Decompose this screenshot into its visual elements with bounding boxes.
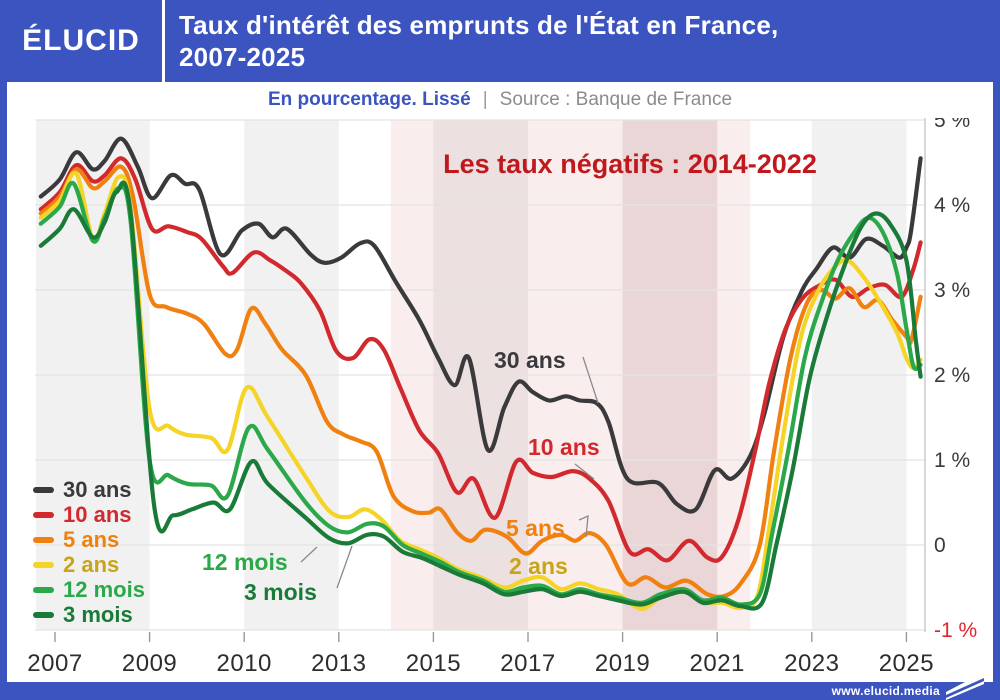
- legend: 30 ans 10 ans 5 ans 2 ans 12 mois 3 mois: [33, 477, 145, 627]
- label-leader-line: [582, 356, 599, 404]
- x-axis-label: 2010: [217, 650, 272, 677]
- legend-swatch: [33, 586, 54, 593]
- series-label-5-ans: 5 ans: [506, 515, 565, 541]
- negative-rates-annotation: Les taux négatifs : 2014-2022: [400, 149, 860, 180]
- series-line-10-ans: [38, 156, 923, 563]
- legend-item-3-mois: 3 mois: [33, 602, 145, 627]
- series-label-10-ans: 10 ans: [528, 434, 600, 460]
- series-label-12-mois: 12 mois: [202, 549, 288, 575]
- header-bar: ÉLUCID Taux d'intérêt des emprunts de l'…: [0, 0, 1000, 82]
- legend-swatch: [33, 536, 54, 543]
- annotation-prefix: Les taux négatifs :: [443, 149, 688, 179]
- legend-swatch: [33, 511, 54, 518]
- y-axis-label: 0: [934, 534, 946, 557]
- x-axis-label: 2009: [122, 650, 177, 677]
- legend-item-12-mois: 12 mois: [33, 577, 145, 602]
- elucid-flag-icon: [946, 672, 984, 700]
- series-label-3-mois: 3 mois: [244, 579, 317, 605]
- source-note: Source : Banque de France: [499, 89, 733, 110]
- label-leader-line: [300, 546, 318, 563]
- elucid-logo: ÉLUCID: [0, 0, 162, 82]
- label-leader-line: [578, 514, 589, 538]
- unit-note: En pourcentage. Lissé: [267, 89, 471, 110]
- series-line-12-mois: [38, 180, 923, 607]
- footer-bar: [0, 682, 1000, 700]
- legend-swatch: [33, 611, 54, 618]
- x-axis-label: 2017: [500, 650, 555, 677]
- y-axis-label: 4 %: [934, 194, 970, 217]
- legend-item-5-ans: 5 ans: [33, 527, 145, 552]
- page-title-line2: 2007-2025: [179, 42, 306, 72]
- elucid-logo-text: ÉLUCID: [22, 24, 140, 57]
- series-line-30-ans: [38, 136, 923, 514]
- legend-label: 12 mois: [63, 576, 145, 602]
- y-axis-label: 2 %: [934, 364, 970, 387]
- annotation-years: 2014-2022: [687, 149, 817, 179]
- legend-label: 2 ans: [63, 551, 120, 577]
- legend-label: 3 mois: [63, 601, 133, 627]
- y-axis-label: 1 %: [934, 449, 970, 472]
- legend-swatch: [33, 561, 54, 568]
- x-axis-label: 2021: [690, 650, 745, 677]
- series-line-5-ans: [38, 164, 923, 600]
- series-label-30-ans: 30 ans: [494, 347, 566, 373]
- subtitle-bar: En pourcentage. Lissé | Source : Banque …: [7, 82, 993, 118]
- label-leader-line: [574, 463, 595, 480]
- legend-item-10-ans: 10 ans: [33, 502, 145, 527]
- legend-item-30-ans: 30 ans: [33, 477, 145, 502]
- frame-border-right: [993, 82, 1000, 682]
- label-leader-line: [336, 545, 353, 589]
- legend-label: 10 ans: [63, 501, 132, 527]
- legend-item-2-ans: 2 ans: [33, 552, 145, 577]
- series-label-2-ans: 2 ans: [509, 553, 568, 579]
- x-axis-label: 2019: [595, 650, 650, 677]
- legend-label: 30 ans: [63, 476, 132, 502]
- footer-url: www.elucid.media: [831, 684, 940, 698]
- x-axis-label: 2023: [784, 650, 839, 677]
- x-axis-label: 2007: [27, 650, 82, 677]
- x-axis-label: 2025: [879, 650, 934, 677]
- series-line-2-ans: [38, 170, 923, 611]
- page-title-line1: Taux d'intérêt des emprunts de l'État en…: [179, 10, 779, 40]
- frame-border-left: [0, 82, 7, 682]
- series-line-3-mois: [38, 180, 923, 611]
- y-axis-label: -1 %: [934, 619, 977, 642]
- title-box: Taux d'intérêt des emprunts de l'État en…: [165, 0, 1000, 82]
- legend-label: 5 ans: [63, 526, 120, 552]
- header-divider: [162, 0, 165, 82]
- y-axis-label: 3 %: [934, 279, 970, 302]
- x-axis-label: 2015: [406, 650, 461, 677]
- subtitle-separator: |: [482, 89, 488, 110]
- legend-swatch: [33, 486, 54, 493]
- x-axis-label: 2013: [311, 650, 366, 677]
